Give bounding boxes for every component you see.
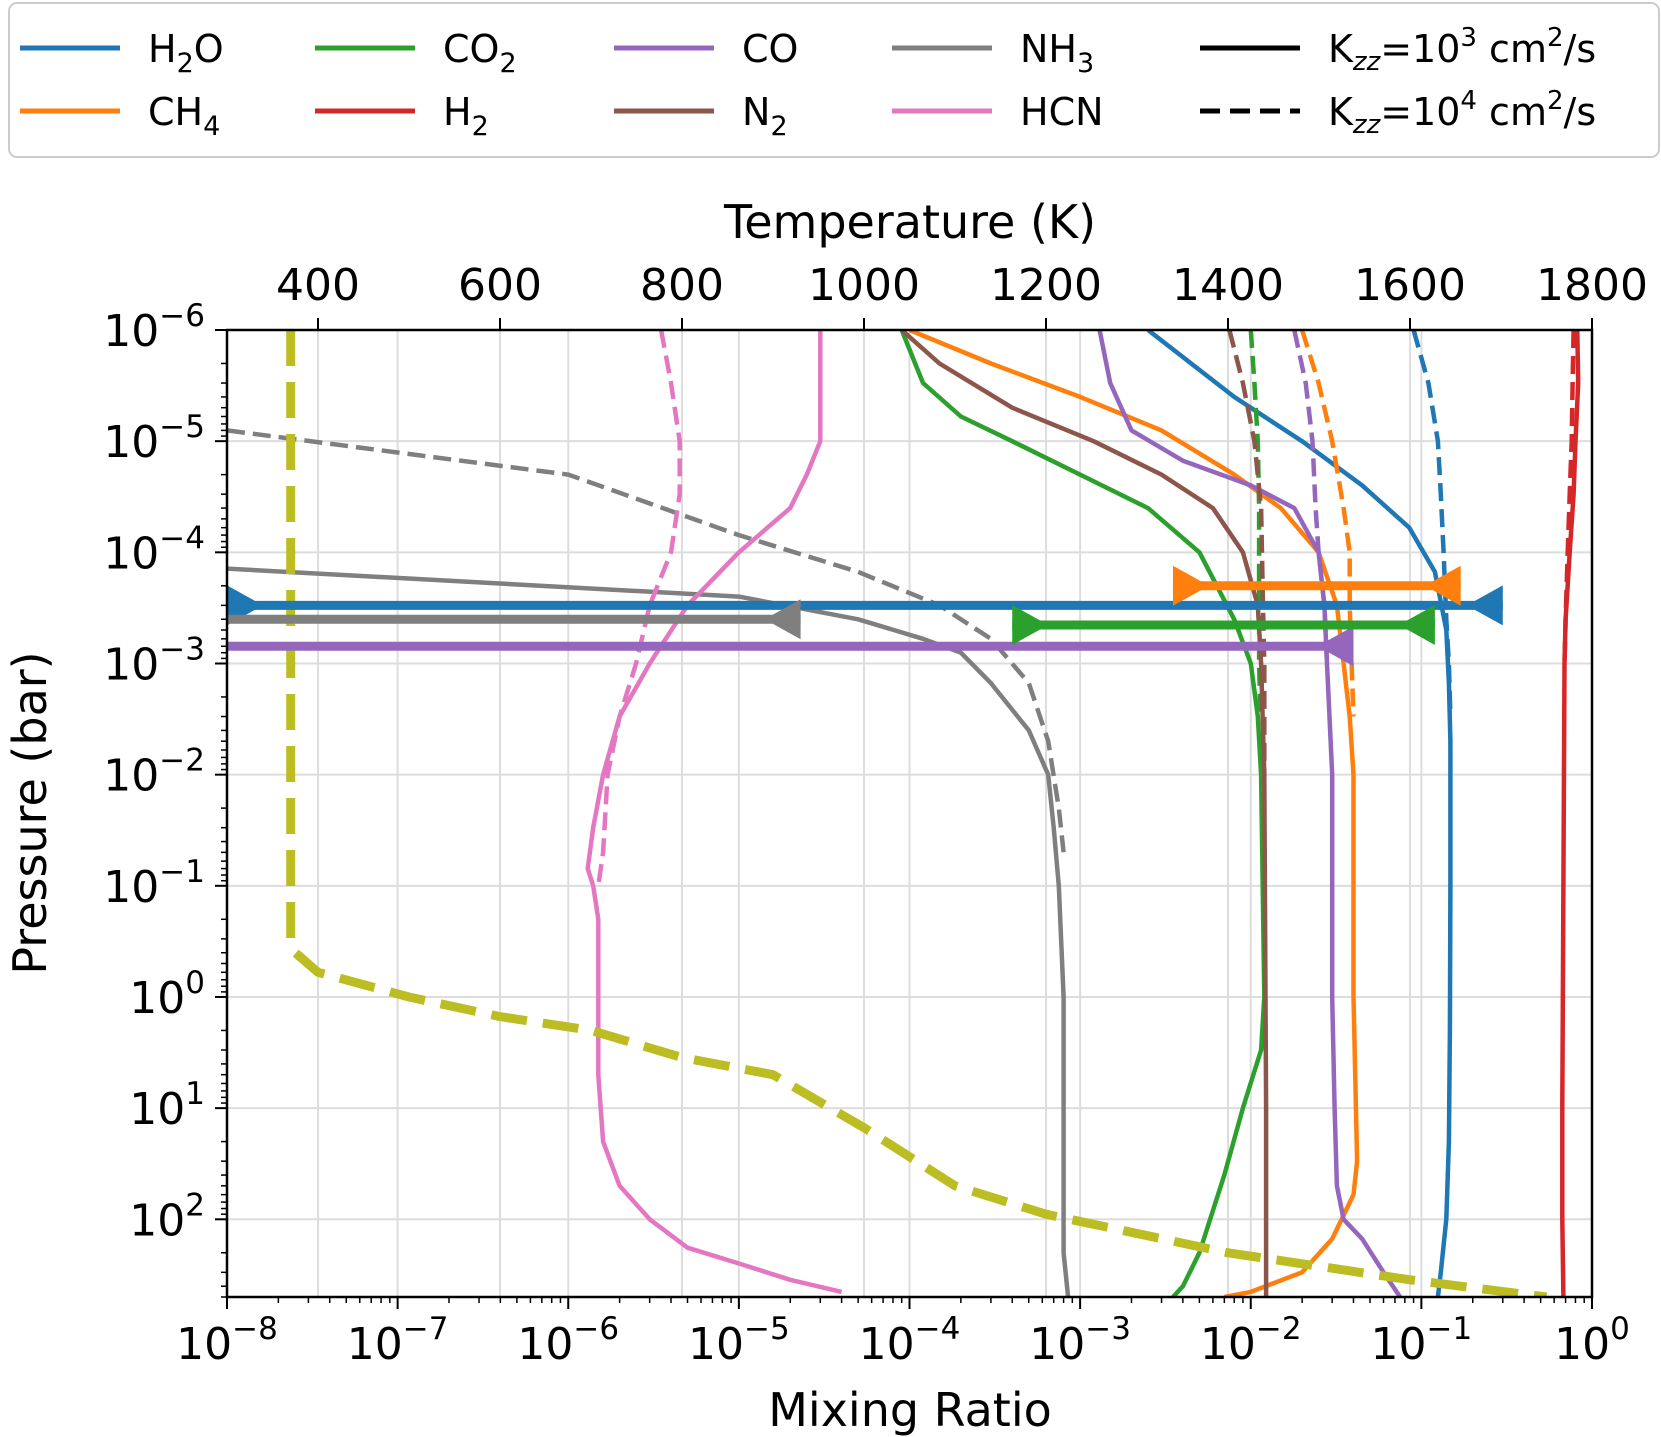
quench-marker-right-ch4 (1424, 565, 1461, 606)
top-tick-label: 1400 (1172, 260, 1284, 311)
quench-marker-left-ch4 (1172, 565, 1209, 606)
temperature-profile-line (286, 330, 1548, 1297)
series-line-n2-kzz3 (900, 330, 1269, 1297)
y-tick-label: 10−3 (103, 631, 205, 690)
marker-layer (227, 565, 1503, 667)
top-tick-label: 1800 (1536, 260, 1648, 311)
top-tick-label: 400 (276, 260, 360, 311)
y-axis-label: Pressure (bar) (3, 651, 57, 974)
series-line-hcn-kzz4 (596, 330, 682, 887)
series-line-h2-kzz4 (1562, 330, 1576, 664)
legend-label: Kzz=104 cm2/s (1328, 86, 1596, 140)
legend-entries: H2O CH4 CO2 H2 CO N2 NH3 HCN Kzz=103 cm2/s Kzz=10… (20, 23, 1596, 142)
series-line-co-kzz3 (1097, 330, 1402, 1297)
y-tick-label: 10−4 (103, 520, 205, 579)
legend-label: H2 (443, 90, 489, 142)
x-tick-label: 10−8 (176, 1311, 278, 1370)
top-tick-label: 800 (640, 260, 724, 311)
y-tick-label: 100 (129, 965, 205, 1024)
legend: H2O CH4 CO2 H2 CO N2 NH3 HCN Kzz=103 cm2/s Kzz=10… (8, 2, 1660, 158)
legend-label: CO2 (443, 27, 517, 79)
top-tick-label: 600 (458, 260, 542, 311)
series-layer (227, 330, 1581, 1297)
legend-frame (8, 2, 1660, 158)
series-line-nh3-kzz3 (227, 566, 1071, 1297)
series-line-ch4-kzz3 (908, 330, 1360, 1297)
x-tick-label: 10−6 (517, 1311, 619, 1370)
y-tick-label: 10−5 (103, 409, 205, 468)
x-tick-label: 10−3 (1029, 1311, 1131, 1370)
series-line-h2o-kzz4 (1411, 330, 1453, 717)
top-tick-label: 1200 (990, 260, 1102, 311)
quench-marker-right-h2o (1466, 585, 1503, 626)
top-axis-label: Temperature (K) (723, 195, 1096, 249)
series-line-h2o-kzz3 (1146, 330, 1453, 1297)
quench-marker-left-co2 (1012, 604, 1049, 645)
series-line-hcn-kzz3 (585, 330, 843, 1295)
quench-marker-right-co2 (1398, 604, 1435, 645)
x-tick-label: 10−4 (859, 1311, 961, 1370)
legend-label: CH4 (148, 90, 220, 142)
y-tick-label: 101 (129, 1076, 205, 1135)
series-line-co2-kzz4 (1248, 330, 1263, 717)
quench-marker-right-co (1317, 626, 1354, 667)
y-tick-label: 102 (129, 1187, 205, 1246)
legend-label: H2O (148, 27, 224, 79)
legend-label: CO (742, 27, 798, 71)
legend-label: Kzz=103 cm2/s (1328, 23, 1596, 77)
legend-label: NH3 (1020, 27, 1094, 79)
top-tick-label: 1600 (1354, 260, 1466, 311)
top-tick-label: 1000 (808, 260, 920, 311)
ticks: 10−8 10−7 10−6 10−5 10−4 10−3 10−2 10−1 100 10−6 1… (103, 260, 1648, 1370)
legend-label: N2 (742, 90, 788, 142)
series-line-co2-kzz3 (899, 330, 1267, 1297)
y-tick-label: 10−6 (103, 298, 205, 357)
x-tick-label: 10−5 (688, 1311, 790, 1370)
legend-label: HCN (1020, 90, 1104, 134)
series-line-n2-kzz4 (1227, 330, 1267, 775)
x-tick-label: 10−1 (1371, 1311, 1473, 1370)
x-tick-label: 100 (1554, 1311, 1630, 1370)
x-tick-label: 10−2 (1200, 1311, 1302, 1370)
quench-marker-right-nh3 (764, 599, 801, 640)
y-tick-label: 10−1 (103, 854, 205, 913)
y-tick-label: 10−2 (103, 743, 205, 802)
x-tick-label: 10−7 (347, 1311, 449, 1370)
series-line-nh3-kzz4 (227, 428, 1066, 853)
x-axis-label: Mixing Ratio (768, 1383, 1052, 1437)
